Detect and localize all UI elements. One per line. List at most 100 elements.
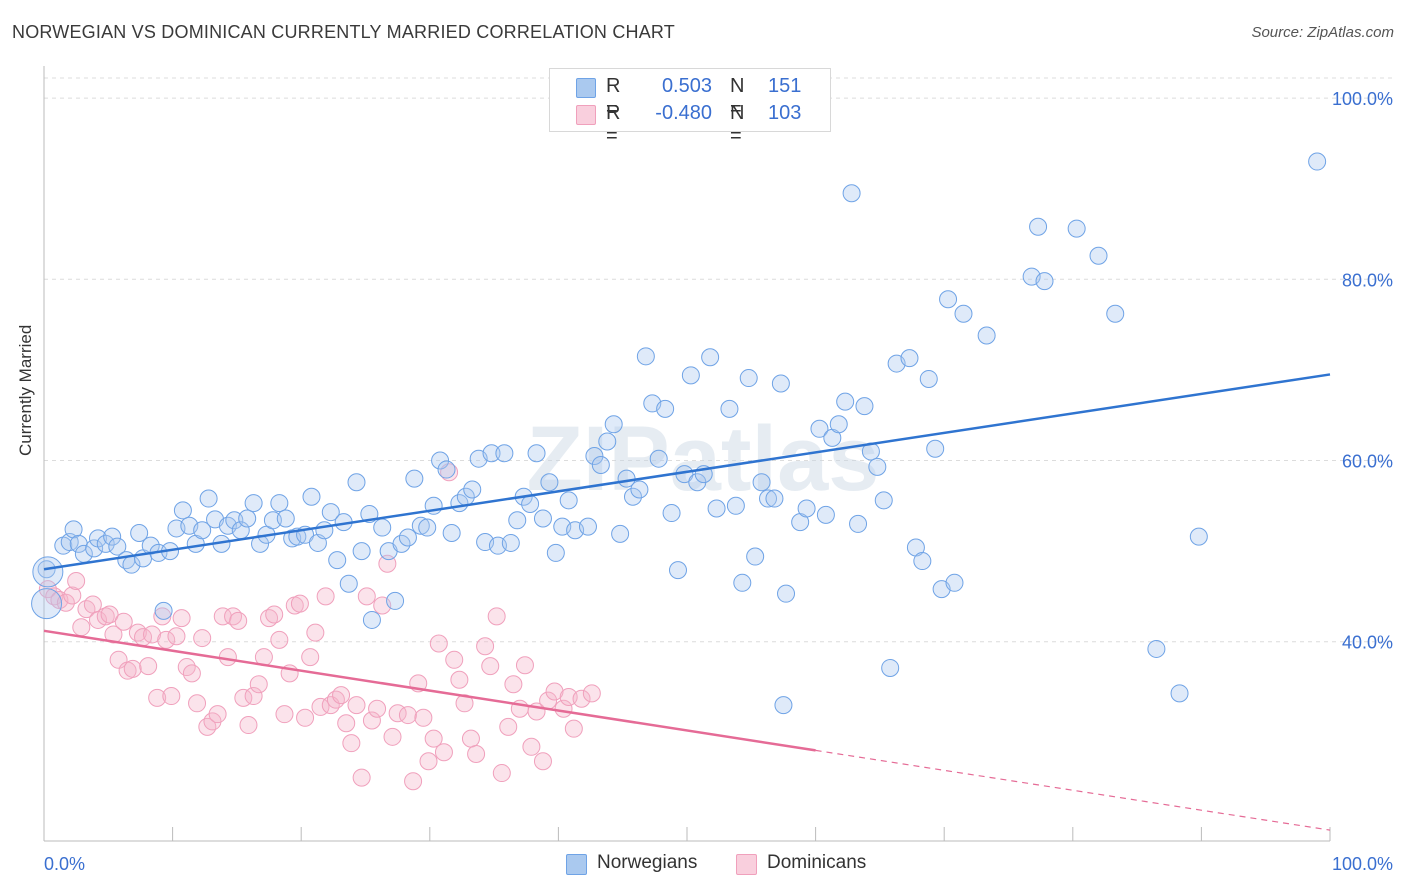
dominican-point: [83, 595, 102, 614]
dominican-point: [357, 587, 376, 606]
chart-title: NORWEGIAN VS DOMINICAN CURRENTLY MARRIED…: [12, 22, 676, 42]
norwegian-point: [765, 489, 784, 508]
dominican-point: [270, 630, 289, 649]
dominican-point: [467, 745, 486, 764]
norwegian-point: [746, 547, 765, 566]
y-tick-label: 60.0%: [1342, 452, 1393, 472]
norwegian-point: [154, 601, 173, 620]
norwegian-point: [1067, 219, 1086, 238]
norwegian-point: [636, 347, 655, 366]
series-legend: Norwegians Dominicans: [0, 852, 1406, 878]
dominican-point: [533, 752, 552, 771]
norwegian-point: [701, 348, 720, 367]
dominican-point: [249, 675, 268, 694]
norwegian-point: [810, 419, 829, 438]
legend-swatch-dominicans: [576, 105, 596, 125]
n-value: 103: [768, 102, 802, 124]
norwegian-point: [352, 542, 371, 561]
dominican-point: [67, 571, 86, 590]
norwegian-point: [386, 591, 405, 610]
norwegian-point: [591, 456, 610, 475]
norwegian-point: [1035, 272, 1054, 291]
norwegian-point: [559, 491, 578, 510]
norwegian-point: [726, 496, 745, 515]
norwegian-point: [362, 610, 381, 629]
legend-swatch-norwegians: [566, 854, 587, 875]
dominican-point: [172, 609, 191, 628]
axes: [43, 66, 1331, 842]
r-value: 0.503: [661, 75, 712, 97]
dominican-point: [316, 587, 335, 606]
y-tick-label: 80.0%: [1342, 270, 1393, 290]
dominican-point: [429, 634, 448, 653]
dominican-point: [306, 623, 325, 642]
norwegian-point: [270, 494, 289, 513]
norwegian-point-large: [32, 556, 64, 588]
watermark: ZIPatlas: [527, 408, 880, 510]
y-axis-label: Currently Married: [16, 324, 35, 456]
dominican-point: [104, 625, 123, 644]
norwegian-point: [1308, 152, 1327, 171]
norwegian-point: [108, 537, 127, 556]
norwegian-point: [276, 509, 295, 528]
norwegian-point: [442, 523, 461, 542]
dominican-point: [419, 752, 438, 771]
r-label: R =: [606, 75, 621, 120]
dominican-point: [72, 618, 91, 637]
norwegian-point: [173, 501, 192, 520]
norwegian-point: [849, 514, 868, 533]
norwegian-point-large: [31, 588, 63, 620]
dominican-point: [100, 605, 119, 624]
legend-label-dominicans: Dominicans: [767, 852, 867, 873]
dominican-point: [398, 706, 417, 725]
dominican-point: [290, 594, 309, 613]
norwegian-point: [623, 487, 642, 506]
norwegian-point: [437, 460, 456, 479]
n-label: N =: [730, 75, 745, 120]
dominican-point: [260, 609, 279, 628]
norwegian-point: [797, 499, 816, 518]
dominican-point: [167, 627, 186, 646]
dominican-point: [296, 708, 315, 727]
norwegian-point: [373, 518, 392, 537]
dominican-point: [445, 650, 464, 669]
norwegian-point: [85, 539, 104, 558]
norwegian-trend-line: [43, 373, 1331, 571]
norwegian-point: [431, 451, 450, 470]
dominican-point: [332, 686, 351, 705]
norwegian-point: [578, 517, 597, 536]
norwegian-point: [521, 494, 540, 513]
norwegian-point: [495, 444, 514, 463]
trend-lines: [43, 373, 1331, 831]
norwegian-point: [1147, 639, 1166, 658]
dominican-point: [352, 768, 371, 787]
y-tick-label: 100.0%: [1332, 89, 1393, 109]
norwegian-point: [913, 552, 932, 571]
norwegian-point: [752, 473, 771, 492]
norwegian-point: [1106, 304, 1125, 323]
dominican-point: [564, 719, 583, 738]
norwegian-point: [868, 457, 887, 476]
norwegian-point: [392, 534, 411, 553]
x-tick-label: 100.0%: [1332, 854, 1393, 874]
norwegian-point: [1189, 527, 1208, 546]
norwegian-point: [774, 696, 793, 715]
norwegian-point: [662, 504, 681, 523]
dominican-point: [522, 737, 541, 756]
dominican-point: [481, 657, 500, 676]
dominican-point: [188, 694, 207, 713]
norwegian-point: [193, 521, 212, 540]
dominican-point: [434, 743, 453, 762]
norwegian-point: [630, 480, 649, 499]
dominican-point: [461, 729, 480, 748]
dominican-point: [229, 611, 248, 630]
norwegian-point: [881, 658, 900, 677]
norwegian-point: [103, 527, 122, 546]
norwegian-point: [540, 473, 559, 492]
dominican-point: [239, 716, 258, 735]
norwegian-point: [668, 561, 687, 580]
norwegian-point: [508, 511, 527, 530]
tick-labels: 40.0% 60.0% 80.0% 100.0% 0.0% 100.0%: [44, 89, 1393, 874]
norwegian-point: [546, 543, 565, 562]
x-tick-label: 0.0%: [44, 854, 85, 874]
